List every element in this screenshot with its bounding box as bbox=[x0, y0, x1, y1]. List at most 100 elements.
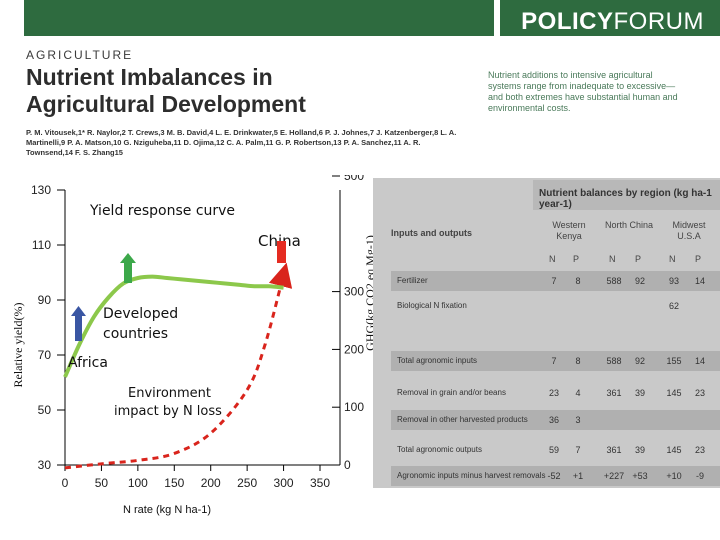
table-cell: 14 bbox=[694, 276, 705, 286]
y2-tick-label: 0 bbox=[344, 458, 351, 472]
ghg-curve bbox=[64, 262, 293, 470]
table-header bbox=[533, 180, 720, 210]
section-tag: AGRICULTURE bbox=[26, 48, 134, 62]
header-banner: POLICYFORUM bbox=[24, 0, 720, 36]
author-list: P. M. Vitousek,1* R. Naylor,2 T. Crews,3… bbox=[26, 128, 457, 157]
x-tick-label: 50 bbox=[95, 476, 109, 490]
developed-label-1: Developed bbox=[103, 306, 178, 322]
table-row: Fertilizer 7 8 588 92 93 14 bbox=[391, 271, 720, 291]
article-title: Nutrient Imbalances in Agricultural Deve… bbox=[26, 64, 466, 118]
table-cell: 14 bbox=[694, 356, 705, 366]
table-cell: 8 bbox=[575, 356, 581, 366]
table-cell: 155 bbox=[666, 356, 682, 366]
x-axis-label: N rate (kg N ha-1) bbox=[123, 504, 211, 516]
x-tick-label: 150 bbox=[164, 476, 184, 490]
y-tick-label: 90 bbox=[38, 293, 52, 307]
np-header: N bbox=[609, 254, 616, 264]
y2-tick-label: 100 bbox=[344, 400, 364, 414]
table-cell: 3 bbox=[575, 415, 581, 425]
table-row: Agronomic inputs minus harvest removals -… bbox=[391, 466, 720, 486]
row-label: Total agronomic inputs bbox=[397, 356, 478, 365]
table-cell: 59 bbox=[548, 445, 559, 455]
x-tick-label: 100 bbox=[128, 476, 148, 490]
x-tick-label: 250 bbox=[237, 476, 257, 490]
np-header: P bbox=[635, 254, 642, 264]
article-summary: Nutrient additions to intensive agricult… bbox=[488, 70, 678, 113]
nutrient-balance-table: Nutrient balances by region (kg ha-1 yea… bbox=[373, 178, 720, 488]
np-header: P bbox=[573, 254, 580, 264]
table-cell: 23 bbox=[694, 445, 705, 455]
x-tick-label: 300 bbox=[274, 476, 294, 490]
environment-label-1: Environment bbox=[128, 386, 211, 401]
y-tick-label: 130 bbox=[31, 183, 51, 197]
table-cell: 92 bbox=[634, 356, 645, 366]
table-cell: 361 bbox=[606, 388, 622, 398]
table-cell: 23 bbox=[694, 388, 705, 398]
table-cell: 92 bbox=[634, 276, 645, 286]
china-marker bbox=[277, 241, 286, 263]
region-kenya: Western Kenya bbox=[552, 220, 586, 241]
table-cell: 588 bbox=[606, 276, 622, 286]
table-cell: 7 bbox=[551, 356, 557, 366]
row-label: Biological N fixation bbox=[397, 301, 467, 310]
table-cell: 145 bbox=[666, 445, 682, 455]
y-tick-label: 110 bbox=[32, 238, 51, 252]
y2-tick-label: 500 bbox=[344, 175, 364, 183]
title-line-1: Nutrient Imbalances in bbox=[26, 64, 273, 90]
table-cell: +1 bbox=[572, 471, 584, 481]
table-cell: 7 bbox=[575, 445, 581, 455]
table-row: Total agronomic inputs 7 8 588 92 155 14 bbox=[391, 351, 720, 371]
table-cell: 145 bbox=[666, 388, 682, 398]
x-tick-label: 350 bbox=[310, 476, 330, 490]
y2-tick-label: 300 bbox=[344, 285, 364, 299]
table-cell: 93 bbox=[668, 276, 679, 286]
table-cell: 361 bbox=[606, 445, 622, 455]
table-cell: -52 bbox=[547, 471, 561, 481]
table-title: Nutrient balances by region (kg ha-1 yea… bbox=[539, 188, 712, 210]
banner-stripe bbox=[494, 0, 500, 36]
yield-response-chart: 30 50 70 90 110 130 0 50 100 150 200 250 300 350 0 100 2… bbox=[11, 175, 377, 516]
table-cell: 588 bbox=[606, 356, 622, 366]
region-china: North China bbox=[604, 220, 654, 230]
y-tick-label: 70 bbox=[38, 348, 52, 362]
row-label: Total agronomic outputs bbox=[397, 445, 482, 454]
policy-forum-logo: POLICYFORUM bbox=[521, 8, 704, 35]
table-cell: 39 bbox=[634, 388, 645, 398]
developed-arrow bbox=[120, 253, 136, 283]
table-row: Removal in other harvested products 36 3 bbox=[391, 410, 720, 430]
table-cell: +53 bbox=[632, 471, 648, 481]
x-tick-label: 200 bbox=[201, 476, 221, 490]
title-line-2: Agricultural Development bbox=[26, 91, 306, 117]
y-tick-label: 30 bbox=[38, 458, 52, 472]
np-header: N bbox=[549, 254, 556, 264]
africa-arrow bbox=[71, 306, 86, 341]
table-cell: +227 bbox=[603, 471, 625, 481]
environment-label-2: impact by N loss bbox=[114, 404, 222, 419]
africa-label: Africa bbox=[68, 355, 108, 371]
row-label: Fertilizer bbox=[397, 276, 428, 285]
table-cell: -9 bbox=[695, 471, 704, 481]
chart-axes bbox=[64, 190, 341, 466]
y-axis-label: Relative yield(%) bbox=[11, 303, 25, 388]
row-label: Removal in grain and/or beans bbox=[397, 388, 506, 397]
table-row: Removal in grain and/or beans 23 4 361 39 145… bbox=[391, 383, 720, 403]
table-cell: 7 bbox=[551, 276, 557, 286]
table-cell: 23 bbox=[548, 388, 559, 398]
row-label: Removal in other harvested products bbox=[397, 415, 528, 424]
table-row: Total agronomic outputs 59 7 361 39 145 23 bbox=[391, 440, 720, 460]
y2-tick-label: 200 bbox=[344, 342, 364, 356]
io-header: Inputs and outputs bbox=[391, 228, 472, 238]
y-tick-label: 50 bbox=[38, 403, 52, 417]
developed-label-2: countries bbox=[103, 326, 168, 342]
table-cell: 36 bbox=[548, 415, 559, 425]
x-tick-label: 0 bbox=[62, 476, 69, 490]
yield-curve bbox=[63, 274, 284, 378]
np-header: N bbox=[669, 254, 676, 264]
region-usa: Midwest U.S.A bbox=[672, 220, 706, 241]
row-label: Agronomic inputs minus harvest removals bbox=[397, 471, 546, 480]
table-cell: 8 bbox=[575, 276, 581, 286]
chart-title: Yield response curve bbox=[89, 203, 235, 219]
table-cell: 39 bbox=[634, 445, 645, 455]
table-cell: 62 bbox=[668, 301, 679, 311]
table-cell: 4 bbox=[575, 388, 581, 398]
